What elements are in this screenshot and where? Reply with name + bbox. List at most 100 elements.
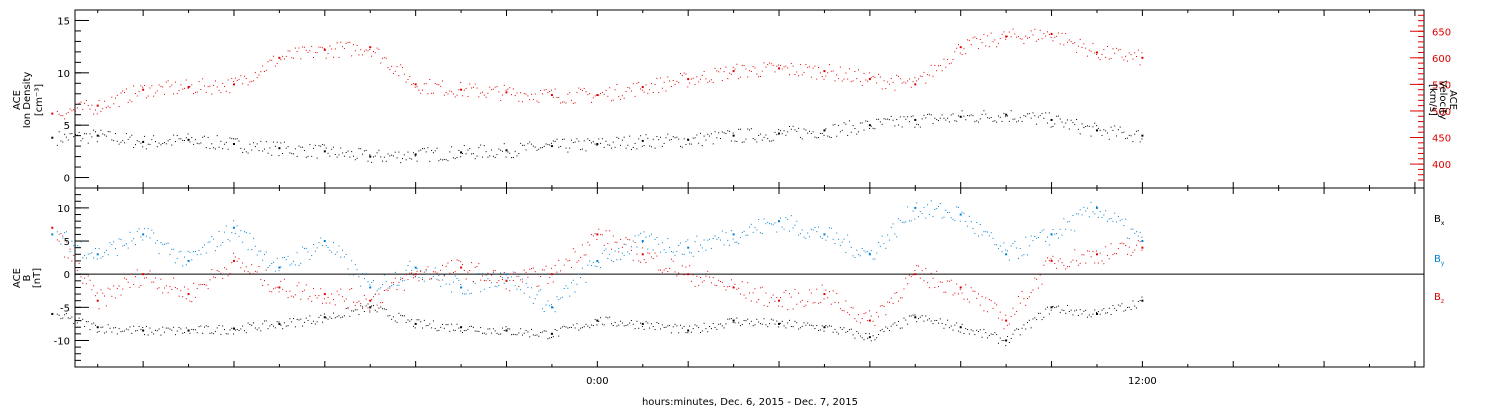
by-dot bbox=[276, 257, 278, 259]
bz-dot bbox=[1048, 260, 1050, 262]
bz-dot bbox=[338, 294, 340, 296]
velocity-dot bbox=[262, 65, 264, 67]
bx-dot bbox=[549, 337, 551, 339]
velocity-dot bbox=[1008, 31, 1010, 33]
by-dot bbox=[332, 242, 334, 244]
top-left-ytick-label: 10 bbox=[57, 69, 70, 80]
velocity-dot bbox=[171, 84, 173, 86]
velocity-dot bbox=[87, 105, 89, 107]
bz-dot bbox=[116, 287, 118, 289]
bx-dot bbox=[214, 330, 216, 332]
velocity-dot bbox=[1103, 49, 1105, 51]
by-dot bbox=[952, 218, 954, 220]
bz-dot bbox=[1128, 246, 1130, 248]
velocity-dot bbox=[976, 37, 978, 39]
velocity-dot bbox=[585, 91, 587, 93]
by-dot bbox=[316, 247, 318, 249]
density-dot bbox=[1061, 121, 1063, 123]
bz-dot bbox=[144, 277, 146, 279]
velocity-dot bbox=[122, 90, 124, 92]
density-dot bbox=[156, 146, 158, 148]
velocity-dot bbox=[612, 99, 614, 101]
by-dot bbox=[1106, 220, 1108, 222]
by-dot bbox=[394, 271, 396, 273]
by-dot bbox=[616, 259, 618, 261]
bz-dot bbox=[351, 287, 353, 289]
by-dot bbox=[834, 243, 836, 245]
bx-dot bbox=[707, 331, 709, 333]
by-dot bbox=[258, 250, 260, 252]
velocity-dot bbox=[265, 69, 267, 71]
velocity-dot bbox=[156, 90, 158, 92]
bz-dot bbox=[254, 270, 256, 272]
velocity-dot bbox=[529, 99, 531, 101]
bx-dot bbox=[790, 326, 792, 328]
density-dot bbox=[194, 139, 196, 141]
bx-dot bbox=[601, 323, 603, 325]
bx-dot bbox=[420, 321, 422, 323]
bz-dot bbox=[180, 290, 182, 292]
bz-dot bbox=[1037, 287, 1039, 289]
bx-dot bbox=[334, 317, 336, 319]
density-dot bbox=[116, 140, 118, 142]
bx-dot bbox=[843, 327, 845, 329]
by-dot bbox=[240, 230, 242, 232]
bx-dot bbox=[153, 333, 155, 335]
density-dot bbox=[367, 160, 369, 162]
density-dot bbox=[583, 140, 585, 142]
by-dot bbox=[923, 206, 925, 208]
density-dot bbox=[260, 140, 262, 142]
bx-dot bbox=[596, 324, 598, 326]
bx-dot bbox=[979, 329, 981, 331]
velocity-dot bbox=[100, 110, 102, 112]
bz-dot bbox=[996, 304, 998, 306]
density-dot bbox=[830, 136, 832, 138]
density-dot bbox=[640, 135, 642, 137]
velocity-point bbox=[96, 104, 99, 107]
bz-dot bbox=[576, 261, 578, 263]
bx-dot bbox=[354, 309, 356, 311]
velocity-dot bbox=[374, 52, 376, 54]
density-dot bbox=[392, 155, 394, 157]
density-dot bbox=[1105, 130, 1107, 132]
bz-dot bbox=[763, 305, 765, 307]
density-point bbox=[914, 118, 917, 121]
velocity-dot bbox=[636, 82, 638, 84]
by-dot bbox=[124, 244, 126, 246]
bx-dot bbox=[145, 325, 147, 327]
density-dot bbox=[249, 143, 251, 145]
density-dot bbox=[480, 144, 482, 146]
bz-dot bbox=[104, 295, 106, 297]
by-dot bbox=[1074, 230, 1076, 232]
by-dot bbox=[730, 230, 732, 232]
velocity-dot bbox=[521, 101, 523, 103]
density-dot bbox=[600, 142, 602, 144]
by-dot bbox=[901, 221, 903, 223]
velocity-dot bbox=[411, 84, 413, 86]
bz-dot bbox=[874, 325, 876, 327]
bz-point bbox=[142, 273, 145, 276]
bx-dot bbox=[1116, 309, 1118, 311]
velocity-dot bbox=[518, 100, 520, 102]
density-dot bbox=[765, 134, 767, 136]
bz-dot bbox=[985, 297, 987, 299]
velocity-dot bbox=[783, 66, 785, 68]
bx-dot bbox=[867, 337, 869, 339]
velocity-dot bbox=[672, 79, 674, 81]
density-dot bbox=[541, 147, 543, 149]
bx-dot bbox=[1001, 340, 1003, 342]
bx-dot bbox=[865, 332, 867, 334]
bx-dot bbox=[872, 335, 874, 337]
by-dot bbox=[507, 277, 509, 279]
density-dot bbox=[963, 115, 965, 117]
velocity-dot bbox=[1030, 30, 1032, 32]
bz-dot bbox=[456, 259, 458, 261]
velocity-point bbox=[868, 78, 871, 81]
by-point bbox=[687, 246, 690, 249]
by-dot bbox=[852, 255, 854, 257]
density-dot bbox=[356, 157, 358, 159]
bx-dot bbox=[747, 318, 749, 320]
bx-dot bbox=[471, 325, 473, 327]
density-dot bbox=[1099, 129, 1101, 131]
density-dot bbox=[710, 133, 712, 135]
